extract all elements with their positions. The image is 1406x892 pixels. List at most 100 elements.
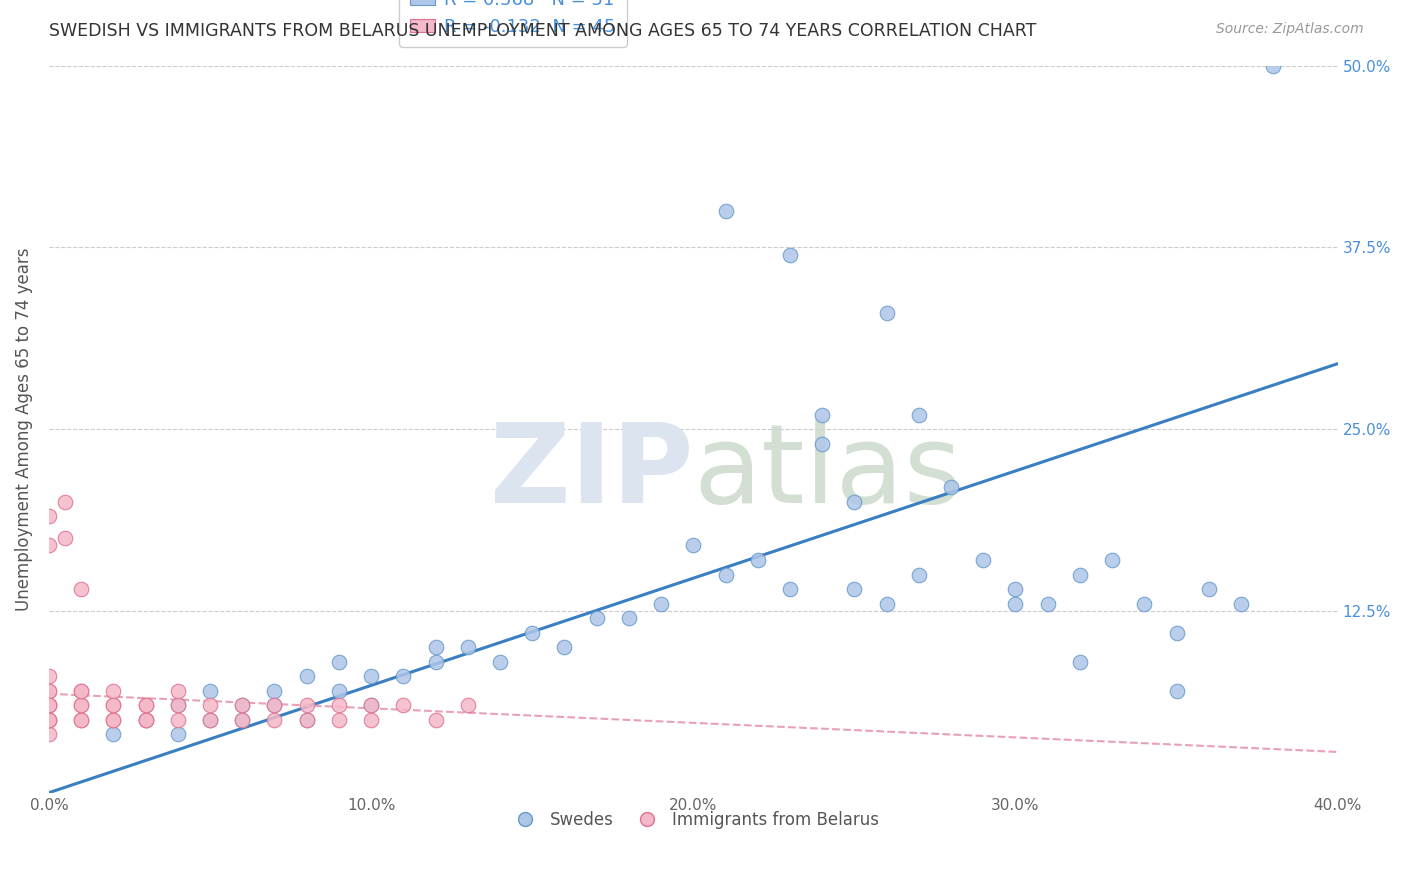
Point [844,582,866,596]
Point [295,669,318,683]
Point [360,669,382,683]
Point [135,713,157,727]
Point [392,669,415,683]
Point [650,597,672,611]
Point [295,713,318,727]
Point [38,684,60,698]
Point [714,567,737,582]
Point [425,713,447,727]
Point [38,727,60,741]
Point [295,698,318,713]
Point [231,698,253,713]
Point [328,655,350,669]
Point [1004,582,1026,596]
Point [263,684,285,698]
Point [70,713,93,727]
Point [876,597,898,611]
Point [231,713,253,727]
Point [166,698,188,713]
Text: Source: ZipAtlas.com: Source: ZipAtlas.com [1216,22,1364,37]
Point [1198,582,1220,596]
Point [231,698,253,713]
Point [617,611,640,625]
Point [1230,597,1253,611]
Point [263,698,285,713]
Point [908,567,931,582]
Point [360,698,382,713]
Point [135,698,157,713]
Point [135,698,157,713]
Point [360,713,382,727]
Point [103,698,125,713]
Point [1133,597,1156,611]
Point [38,713,60,727]
Y-axis label: Unemployment Among Ages 65 to 74 years: Unemployment Among Ages 65 to 74 years [15,247,32,611]
Point [103,698,125,713]
Point [166,684,188,698]
Point [939,480,962,494]
Point [38,509,60,524]
Point [779,247,801,261]
Point [457,640,479,655]
Point [811,436,834,450]
Point [70,582,93,596]
Point [295,713,318,727]
Point [38,669,60,683]
Point [166,727,188,741]
Text: atlas: atlas [693,419,962,526]
Point [38,538,60,552]
Point [1004,597,1026,611]
Point [53,495,76,509]
Point [198,713,221,727]
Point [135,713,157,727]
Point [585,611,607,625]
Point [1166,625,1188,640]
Point [779,582,801,596]
Point [1263,59,1285,73]
Point [166,713,188,727]
Point [714,204,737,219]
Point [103,713,125,727]
Point [135,713,157,727]
Point [457,698,479,713]
Point [166,698,188,713]
Point [1166,684,1188,698]
Point [876,306,898,320]
Point [682,538,704,552]
Point [747,553,769,567]
Point [53,531,76,545]
Point [908,408,931,422]
Point [972,553,994,567]
Point [70,698,93,713]
Point [263,698,285,713]
Point [1069,567,1091,582]
Point [392,698,415,713]
Point [489,655,512,669]
Point [844,495,866,509]
Point [70,698,93,713]
Point [1036,597,1059,611]
Point [1069,655,1091,669]
Point [360,698,382,713]
Point [70,684,93,698]
Point [38,698,60,713]
Legend: Swedes, Immigrants from Belarus: Swedes, Immigrants from Belarus [501,804,886,835]
Point [198,684,221,698]
Point [103,713,125,727]
Point [425,655,447,669]
Point [103,684,125,698]
Point [328,698,350,713]
Point [553,640,575,655]
Point [231,713,253,727]
Point [38,698,60,713]
Point [70,684,93,698]
Point [198,698,221,713]
Point [38,698,60,713]
Point [811,408,834,422]
Text: ZIP: ZIP [489,419,693,526]
Point [70,713,93,727]
Point [1101,553,1123,567]
Point [38,684,60,698]
Point [328,713,350,727]
Point [522,625,544,640]
